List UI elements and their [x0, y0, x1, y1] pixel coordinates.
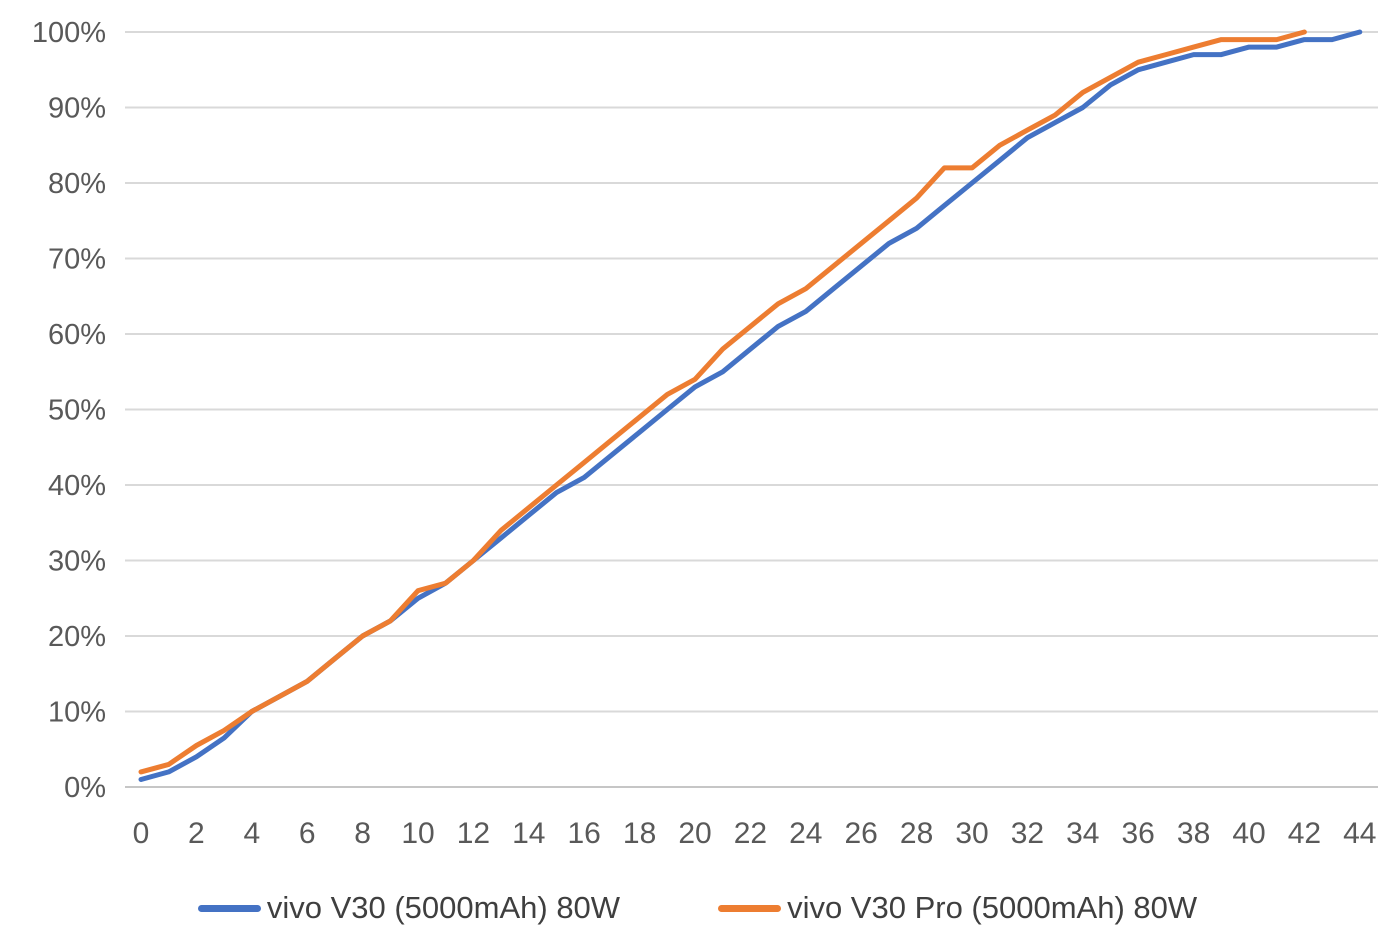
- x-axis-tick-label: 34: [1066, 817, 1099, 850]
- series-line-vivo-v30-pro: [138, 29, 1307, 775]
- legend-label-vivo-v30: vivo V30 (5000mAh) 80W: [266, 890, 621, 925]
- x-axis-tick-label: 8: [354, 817, 371, 850]
- x-axis-tick-label: 2: [188, 817, 205, 850]
- y-axis-tick-label: 100%: [32, 17, 106, 49]
- y-axis-tick-label: 40%: [48, 470, 106, 502]
- x-axis-tick-label: 36: [1122, 817, 1155, 850]
- legend-line-swatch-orange: [718, 904, 782, 912]
- y-axis-tick-label: 0%: [64, 772, 106, 804]
- y-axis-tick-label: 60%: [48, 319, 106, 351]
- y-axis-tick-label: 20%: [48, 621, 106, 653]
- chart-legend: vivo V30 (5000mAh) 80W vivo V30 Pro (500…: [0, 882, 1395, 934]
- x-axis-tick-label: 22: [734, 817, 767, 850]
- x-axis-tick-label: 30: [955, 817, 988, 850]
- x-axis-tick-label: 38: [1177, 817, 1210, 850]
- y-axis-tick-label: 70%: [48, 244, 106, 276]
- x-axis-tick-label: 24: [789, 817, 822, 850]
- y-axis-tick-label: 30%: [48, 546, 106, 578]
- x-axis-tick-label: 12: [457, 817, 490, 850]
- legend-item-vivo-v30: vivo V30 (5000mAh) 80W: [197, 890, 621, 926]
- x-axis-tick-label: 28: [900, 817, 933, 850]
- x-axis-tick-label: 0: [133, 817, 150, 850]
- x-axis-tick-label: 32: [1011, 817, 1044, 850]
- x-axis-tick-label: 10: [401, 817, 434, 850]
- y-axis-tick-label: 50%: [48, 395, 106, 427]
- x-axis-tick-label: 4: [243, 817, 260, 850]
- legend-label-vivo-v30-pro: vivo V30 Pro (5000mAh) 80W: [787, 890, 1198, 925]
- x-axis-tick-label: 14: [512, 817, 545, 850]
- x-axis-tick-label: 44: [1343, 817, 1376, 850]
- y-axis-tick-label: 10%: [48, 697, 106, 729]
- legend-item-vivo-v30-pro: vivo V30 Pro (5000mAh) 80W: [718, 890, 1197, 926]
- x-axis-tick-label: 26: [845, 817, 878, 850]
- x-axis-tick-label: 20: [678, 817, 711, 850]
- x-axis-tick-label: 42: [1288, 817, 1321, 850]
- x-axis-tick-label: 18: [623, 817, 656, 850]
- x-axis-tick-label: 16: [568, 817, 601, 850]
- legend-line-swatch-blue: [197, 904, 261, 912]
- x-axis-tick-label: 6: [299, 817, 316, 850]
- x-axis-tick-label: 40: [1232, 817, 1265, 850]
- y-axis-tick-label: 80%: [48, 168, 106, 200]
- y-axis-tick-label: 90%: [48, 93, 106, 125]
